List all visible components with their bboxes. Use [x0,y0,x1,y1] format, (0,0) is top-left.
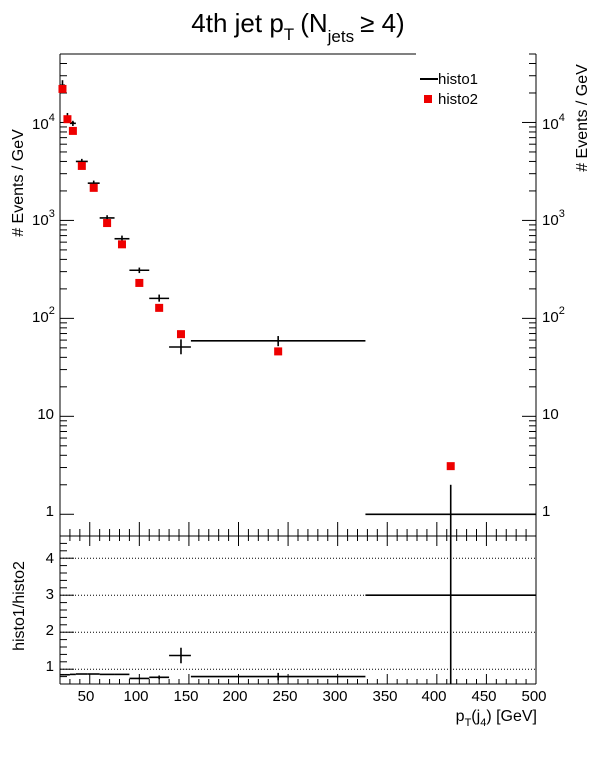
histo2-point [89,183,98,192]
ratio-tick-marks [59,535,537,685]
histo2-point [63,115,72,124]
x-axis-title: pT(j4) [GeV] [456,708,537,729]
ratio-ytick-label-3: 3 [46,586,54,603]
legend-histo1-label: histo1 [438,71,478,88]
histo2-point [68,126,77,135]
chart-title: 4th jet pT (Njets ≥ 4) [191,8,404,46]
histo2-point [155,303,164,312]
ytick-label-left-100: 102 [32,305,55,326]
ratio-y-axis-title: histo1/histo2 [11,561,28,651]
xtick-label-200: 200 [222,688,247,705]
ytick-label-right-10000: 104 [542,112,565,133]
ratio-plot-panel: 1 2 3 4 50 100 150 200 250 300 350 400 4… [11,535,547,729]
ytick-label-left-10: 10 [37,406,54,423]
main-y-axis-title-right: # Events / GeV [574,64,591,172]
histo2-point [77,161,86,170]
ytick-label-left-1: 1 [46,503,54,520]
main-tick-marks [59,53,537,536]
histo2-point [135,278,144,287]
ytick-label-left-10000: 104 [32,112,55,133]
ytick-label-right-10: 10 [542,406,559,423]
xtick-label-500: 500 [521,688,546,705]
xtick-label-450: 450 [471,688,496,705]
main-plot-panel: 1 10 102 103 104 1 10 102 103 104 # Even… [10,53,591,537]
histo2-point [103,219,112,228]
legend: histo1 histo2 [420,71,478,108]
xtick-label-400: 400 [421,688,446,705]
xtick-label-150: 150 [173,688,198,705]
ratio-ytick-label-2: 2 [46,622,54,639]
ytick-label-right-1: 1 [542,503,550,520]
histo2-point [176,330,185,339]
histo2-point [58,84,67,93]
main-y-axis-title-left: # Events / GeV [10,129,27,237]
histo2-point [117,240,126,249]
legend-histo2-marker [424,95,432,103]
xtick-label-350: 350 [372,688,397,705]
xtick-label-100: 100 [123,688,148,705]
ratio-series [60,536,536,684]
ratio-ytick-label-4: 4 [46,550,54,567]
histo2-point [274,347,283,356]
legend-histo2-label: histo2 [438,91,478,108]
ytick-label-right-100: 102 [542,305,565,326]
ytick-label-right-1000: 103 [542,208,565,229]
xtick-label-50: 50 [78,688,95,705]
ytick-label-left-1000: 103 [32,208,55,229]
histo2-series [58,84,455,471]
ratio-ytick-label-1: 1 [46,658,54,675]
xtick-label-250: 250 [272,688,297,705]
xtick-label-300: 300 [322,688,347,705]
histo2-point [446,462,455,471]
